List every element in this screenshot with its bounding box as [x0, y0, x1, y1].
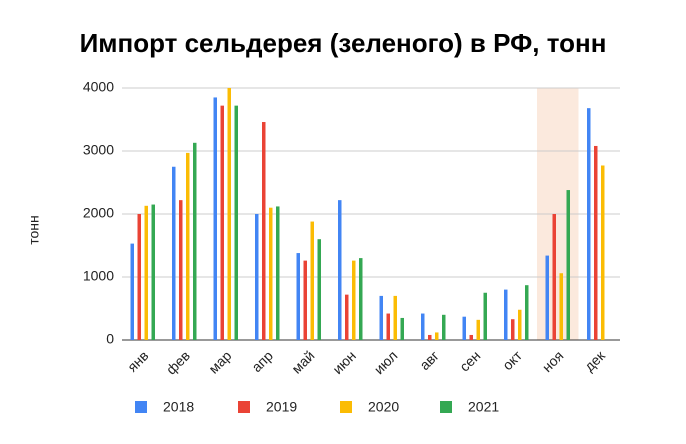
bar: [262, 122, 266, 341]
bar: [227, 88, 231, 340]
x-tick-label: фев: [163, 347, 193, 377]
bar: [352, 260, 356, 340]
bar: [421, 313, 425, 340]
x-tick-label: июл: [371, 347, 401, 377]
bar: [172, 166, 176, 340]
bar: [462, 316, 466, 340]
x-tick-label: май: [288, 347, 317, 376]
bar: [186, 152, 190, 340]
legend-swatch: [135, 401, 147, 413]
legend-label: 2021: [468, 399, 499, 415]
bar: [587, 108, 591, 340]
bar: [379, 295, 383, 340]
x-tick-label: мар: [205, 347, 234, 376]
bar: [303, 260, 307, 340]
bar: [476, 319, 480, 340]
bar: [393, 295, 397, 340]
bar: [345, 294, 349, 340]
bar: [483, 292, 487, 340]
bar: [144, 205, 148, 340]
legend-swatch: [238, 401, 250, 413]
y-tick-label: 1000: [83, 268, 114, 284]
bar: [137, 214, 141, 340]
y-axis-label: тонн: [26, 215, 42, 245]
legend-swatch: [440, 401, 452, 413]
bar: [545, 255, 549, 340]
bar: [428, 334, 432, 340]
x-tick-label: авг: [416, 347, 442, 373]
bar: [594, 145, 598, 340]
bar: [559, 273, 563, 340]
legend-swatch: [340, 401, 352, 413]
legend-label: 2019: [266, 399, 297, 415]
x-tick-label: ноя: [539, 347, 567, 375]
bar: [213, 97, 217, 340]
y-tick-label: 2000: [83, 205, 114, 221]
bar: [276, 206, 280, 340]
bar: [525, 285, 529, 340]
y-tick-label: 4000: [83, 79, 114, 95]
bar: [296, 253, 300, 340]
bar: [193, 142, 197, 340]
bar: [179, 200, 183, 340]
x-tick-label: июн: [329, 347, 359, 377]
x-tick-label: окт: [499, 347, 525, 373]
legend-label: 2018: [163, 399, 194, 415]
legend-label: 2020: [368, 399, 399, 415]
bar: [566, 190, 570, 340]
bar: [338, 200, 342, 340]
bar: [601, 165, 605, 340]
bar: [255, 214, 259, 340]
y-tick-label: 3000: [83, 142, 114, 158]
bar: [442, 314, 446, 340]
bar: [317, 239, 321, 340]
bar: [435, 332, 439, 340]
y-tick-label: 0: [106, 331, 114, 347]
x-tick-label: апр: [248, 347, 276, 375]
bar: [234, 105, 238, 340]
bar: [469, 334, 473, 340]
bar: [552, 214, 556, 340]
chart-title: Импорт сельдерея (зеленого) в РФ, тонн: [80, 28, 607, 58]
x-tick-label: дек: [581, 347, 609, 375]
bar: [220, 105, 224, 340]
x-tick-label: сен: [456, 347, 483, 374]
bar: [130, 243, 134, 340]
bar: [151, 204, 155, 340]
bar: [269, 207, 273, 340]
bar: [310, 221, 314, 340]
bar: [386, 313, 390, 340]
bar: [518, 309, 522, 340]
x-tick-label: янв: [124, 347, 151, 374]
bar: [359, 258, 363, 340]
bar: [400, 317, 404, 340]
bar: [511, 319, 515, 340]
bar: [504, 289, 508, 340]
